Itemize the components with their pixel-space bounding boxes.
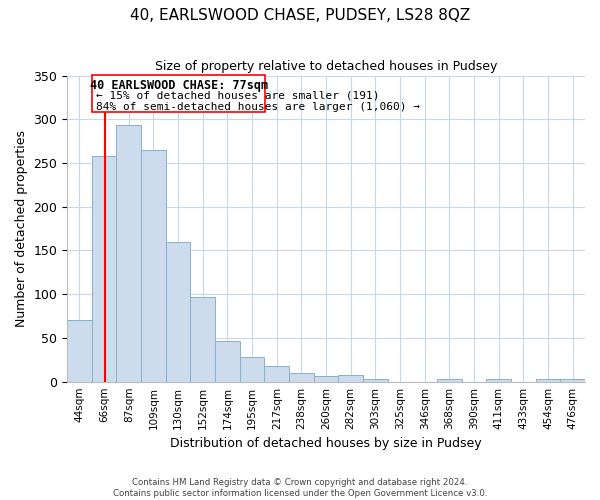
Bar <box>487 379 511 382</box>
Text: ← 15% of detached houses are smaller (191): ← 15% of detached houses are smaller (19… <box>96 90 380 101</box>
Bar <box>289 373 314 382</box>
Text: Contains HM Land Registry data © Crown copyright and database right 2024.
Contai: Contains HM Land Registry data © Crown c… <box>113 478 487 498</box>
Bar <box>116 126 141 382</box>
Bar <box>190 297 215 382</box>
X-axis label: Distribution of detached houses by size in Pudsey: Distribution of detached houses by size … <box>170 437 482 450</box>
Bar <box>240 357 265 382</box>
Bar <box>166 242 190 382</box>
Bar <box>314 376 338 382</box>
Bar <box>215 340 240 382</box>
Bar <box>437 379 462 382</box>
Y-axis label: Number of detached properties: Number of detached properties <box>15 130 28 327</box>
Text: 40, EARLSWOOD CHASE, PUDSEY, LS28 8QZ: 40, EARLSWOOD CHASE, PUDSEY, LS28 8QZ <box>130 8 470 22</box>
Bar <box>338 374 363 382</box>
FancyBboxPatch shape <box>92 74 265 112</box>
Bar <box>363 379 388 382</box>
Bar <box>67 320 92 382</box>
Text: 40 EARLSWOOD CHASE: 77sqm: 40 EARLSWOOD CHASE: 77sqm <box>89 79 268 92</box>
Bar <box>141 150 166 382</box>
Bar <box>92 156 116 382</box>
Title: Size of property relative to detached houses in Pudsey: Size of property relative to detached ho… <box>155 60 497 73</box>
Bar <box>536 379 560 382</box>
Bar <box>560 379 585 382</box>
Bar <box>265 366 289 382</box>
Text: 84% of semi-detached houses are larger (1,060) →: 84% of semi-detached houses are larger (… <box>96 102 420 112</box>
